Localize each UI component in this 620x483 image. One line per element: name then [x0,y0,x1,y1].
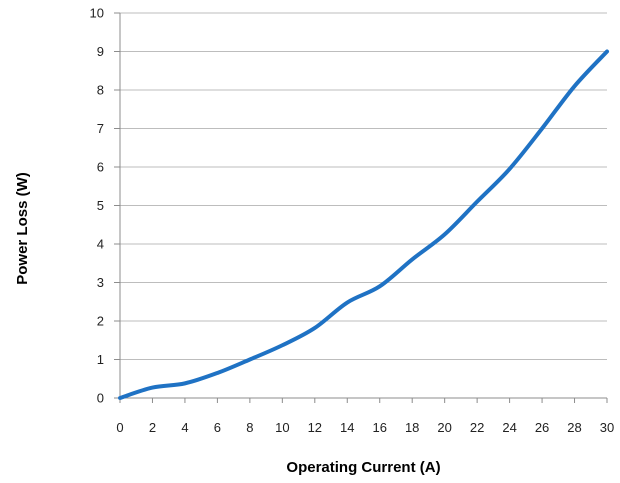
data-point [410,257,414,261]
x-tick-label: 20 [437,420,451,435]
y-tick-label: 9 [97,44,104,59]
x-tick-label: 22 [470,420,484,435]
y-tick-label: 2 [97,314,104,329]
axes [114,12,608,403]
data-point [280,343,284,347]
x-tick-label: 14 [340,420,354,435]
data-point [605,50,609,54]
data-point [183,381,187,385]
data-point [215,371,219,375]
x-tick-label: 30 [600,420,614,435]
data-point [508,167,512,171]
data-point [345,301,349,305]
y-tick-label: 3 [97,275,104,290]
y-tick-label: 6 [97,160,104,175]
series-layer [118,49,609,400]
grid-lines [120,12,607,399]
x-axis-title: Operating Current (A) [286,459,440,476]
x-tick-label: 28 [567,420,581,435]
x-tick-label: 26 [535,420,549,435]
y-tick-label: 0 [97,391,104,406]
data-point [150,386,154,390]
y-axis-title: Power Loss (W) [14,172,31,285]
series-line [118,49,609,400]
data-point [378,284,382,288]
x-tick-label: 4 [181,420,188,435]
y-tick-label: 8 [97,83,104,98]
data-point [313,326,317,330]
y-tick-label: 1 [97,352,104,367]
x-tick-label: 10 [275,420,289,435]
data-point [540,127,544,131]
y-tick-label: 5 [97,198,104,213]
x-tick-label: 12 [308,420,322,435]
data-point [248,358,252,362]
x-tick-label: 2 [149,420,156,435]
y-tick-label: 7 [97,121,104,136]
data-point [573,84,577,88]
x-tick-label: 0 [116,420,123,435]
data-point [475,200,479,204]
x-tick-label: 24 [502,420,516,435]
data-point [443,232,447,236]
data-point [118,396,122,400]
x-tick-labels: 0 2 4 6 8 10 12 14 16 18 20 22 24 26 28 30 [116,420,614,435]
x-tick-label: 16 [372,420,386,435]
y-tick-label: 10 [90,6,104,21]
x-tick-label: 6 [214,420,221,435]
y-tick-label: 4 [97,237,104,252]
x-tick-label: 18 [405,420,419,435]
y-tick-labels: 0 1 2 3 4 5 6 7 8 9 10 [90,6,104,406]
x-tick-label: 8 [246,420,253,435]
